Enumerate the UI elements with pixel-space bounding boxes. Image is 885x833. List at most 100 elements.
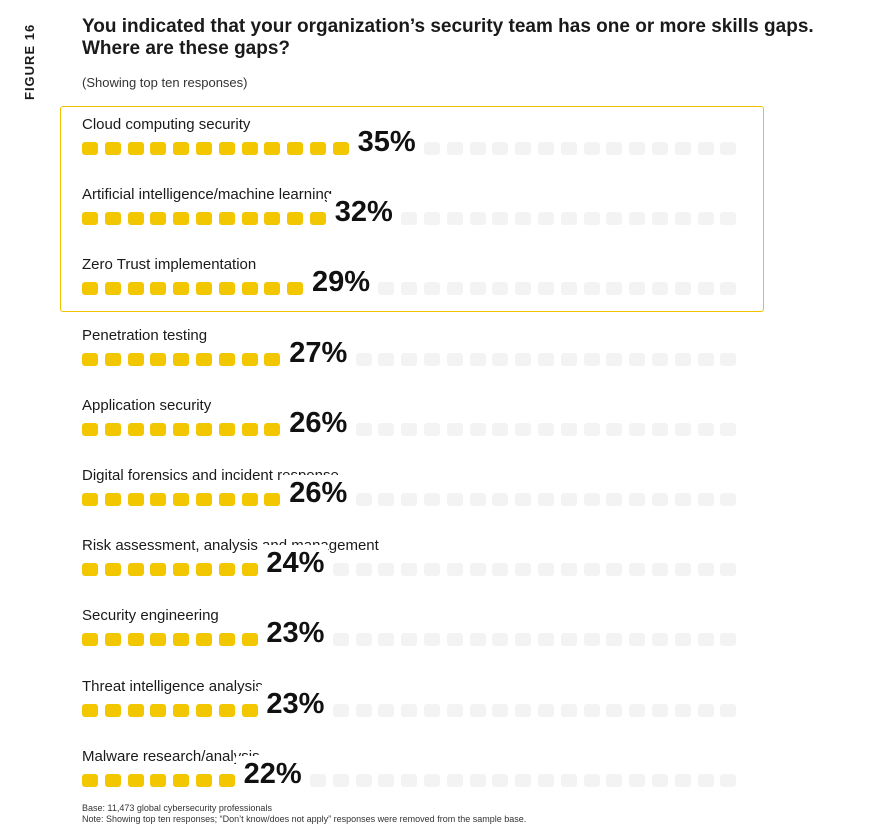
- category-label: Threat intelligence analysis: [82, 677, 263, 695]
- bar-dot-empty: [560, 773, 577, 787]
- chart-row: Digital forensics and incident response 2…: [0, 467, 885, 527]
- bar-dot-empty: [401, 212, 418, 226]
- bar-dot-empty: [697, 493, 714, 506]
- bar-dot-empty: [446, 493, 463, 506]
- bar-dot-empty: [492, 703, 509, 717]
- bar-dot-empty: [401, 563, 418, 577]
- bar-dot-filled: [241, 352, 258, 366]
- bar-dot-empty: [606, 282, 623, 296]
- bar-dot-filled: [218, 703, 235, 717]
- bar-dot-empty: [355, 563, 372, 577]
- bar-dot-filled: [173, 212, 190, 226]
- bar-dot-filled: [196, 563, 212, 577]
- bar-dot-filled: [150, 493, 167, 506]
- bar-dot-filled: [241, 563, 258, 577]
- bar-dot-empty: [401, 422, 418, 436]
- bar-dot-empty: [492, 773, 509, 787]
- category-label: Security engineering: [82, 607, 219, 625]
- value-label: 26%: [281, 475, 352, 511]
- bar-dot-filled: [82, 422, 98, 436]
- bar-dot-empty: [560, 352, 577, 366]
- bar-dot-empty: [697, 773, 714, 787]
- dot-bar: [82, 212, 742, 226]
- bar-dot-filled: [173, 422, 190, 436]
- bar-dot-filled: [196, 493, 212, 506]
- bar-dot-empty: [378, 773, 395, 787]
- bar-dot-empty: [629, 352, 646, 366]
- bar-dot-empty: [492, 493, 509, 506]
- bar-dot-filled: [173, 352, 190, 366]
- chart-row: Malware research/analysis 22%: [0, 748, 885, 808]
- bar-dot-empty: [401, 633, 418, 647]
- bar-dot-empty: [378, 633, 395, 647]
- bar-dot-empty: [515, 493, 532, 506]
- footnote-note: Note: Showing top ten responses; “Don’t …: [82, 814, 527, 824]
- bar-dot-empty: [492, 282, 509, 296]
- bar-dot-empty: [355, 352, 372, 366]
- bar-dot-filled: [287, 212, 304, 226]
- chart-row: Application security 26%: [0, 397, 885, 457]
- bar-dot-filled: [104, 352, 121, 366]
- bar-dot-filled: [264, 142, 281, 155]
- bar-dot-empty: [674, 352, 691, 366]
- category-label: Risk assessment, analysis and management: [82, 537, 379, 555]
- bar-dot-empty: [652, 282, 668, 296]
- bar-dot-filled: [82, 142, 98, 155]
- bar-dot-filled: [104, 142, 121, 155]
- top-three-highlight-box: [60, 106, 764, 312]
- bar-dot-empty: [469, 493, 486, 506]
- bar-dot-empty: [720, 703, 737, 717]
- value-label: 29%: [304, 264, 375, 301]
- dot-bar: [82, 773, 742, 788]
- dot-bar: [82, 493, 742, 507]
- bar-dot-empty: [652, 493, 668, 506]
- bar-dot-empty: [674, 422, 691, 436]
- chart-row: Zero Trust implementation 29%: [0, 256, 885, 316]
- bar-dot-filled: [127, 212, 144, 226]
- bar-dot-filled: [127, 422, 144, 436]
- bar-dot-empty: [446, 773, 463, 787]
- bar-dot-empty: [629, 563, 646, 577]
- bar-dot-empty: [583, 352, 600, 366]
- bar-dot-empty: [515, 773, 532, 787]
- bar-dot-empty: [469, 212, 486, 226]
- bar-dot-empty: [538, 633, 554, 647]
- bar-dot-empty: [606, 563, 623, 577]
- bar-dot-filled: [218, 563, 235, 577]
- bar-dot-empty: [697, 212, 714, 226]
- bar-dot-filled: [218, 633, 235, 647]
- bar-dot-filled: [150, 212, 167, 226]
- bar-dot-empty: [697, 703, 714, 717]
- bar-dot-empty: [629, 212, 646, 226]
- bar-dot-empty: [355, 493, 372, 506]
- bar-dot-empty: [560, 633, 577, 647]
- bar-dot-empty: [697, 633, 714, 647]
- bar-dot-empty: [538, 703, 554, 717]
- bar-dot-filled: [310, 212, 326, 226]
- bar-dot-empty: [674, 773, 691, 787]
- bar-dot-filled: [150, 352, 167, 366]
- bar-dot-filled: [241, 633, 258, 647]
- bar-dot-empty: [401, 773, 418, 787]
- bar-dot-filled: [196, 773, 212, 787]
- bar-dot-empty: [378, 282, 395, 296]
- bar-dot-empty: [469, 773, 486, 787]
- dot-bar: [82, 352, 742, 367]
- bar-dot-filled: [241, 142, 258, 155]
- bar-dot-empty: [652, 703, 668, 717]
- bar-dot-empty: [378, 493, 395, 506]
- bar-dot-filled: [264, 352, 281, 366]
- bar-dot-empty: [674, 563, 691, 577]
- bar-dot-empty: [492, 142, 509, 155]
- bar-dot-empty: [355, 633, 372, 647]
- bar-dot-empty: [378, 563, 395, 577]
- bar-dot-empty: [424, 493, 440, 506]
- bar-dot-filled: [264, 422, 281, 436]
- bar-dot-empty: [515, 282, 532, 296]
- bar-dot-empty: [515, 212, 532, 226]
- category-label: Malware research/analysis: [82, 747, 260, 765]
- bar-dot-empty: [560, 703, 577, 717]
- bar-dot-filled: [196, 282, 212, 296]
- bar-dot-empty: [332, 703, 349, 717]
